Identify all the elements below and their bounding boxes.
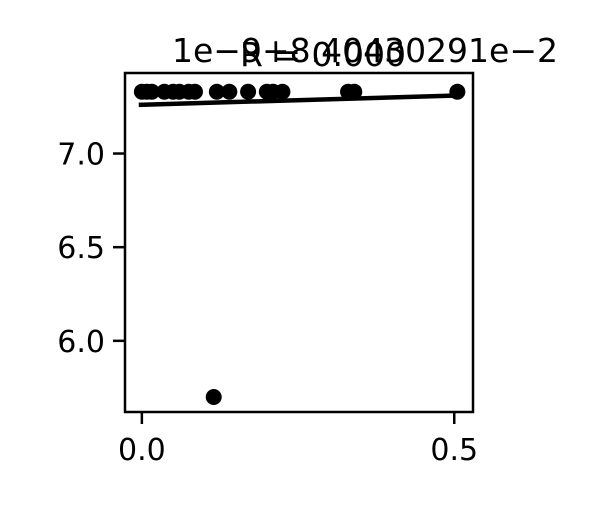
y-tick-label-1: 6.5 [57,231,105,266]
y-axis: 6.0 6.5 7.0 [57,138,125,360]
data-point-16 [346,83,363,100]
data-point-2 [143,83,160,100]
data-point-10 [221,83,238,100]
plot-area-frame [123,71,475,414]
chart-title: R = 0.000 [240,35,406,74]
x-tick-label-0: 0.0 [118,433,166,468]
x-axis-offset-text: 1e−9+8.40430291e−2 [172,31,558,70]
data-point-7 [186,83,203,100]
data-point-14 [274,83,291,100]
data-point-8 [205,389,222,406]
x-axis: 0.0 0.5 [118,412,478,468]
regression-line [138,93,458,108]
x-tick-label-1: 0.5 [430,433,478,468]
data-points [133,83,466,406]
data-point-9 [208,83,225,100]
y-tick-label-0: 6.0 [57,325,105,360]
data-point-11 [240,83,257,100]
y-tick-label-2: 7.0 [57,138,105,173]
